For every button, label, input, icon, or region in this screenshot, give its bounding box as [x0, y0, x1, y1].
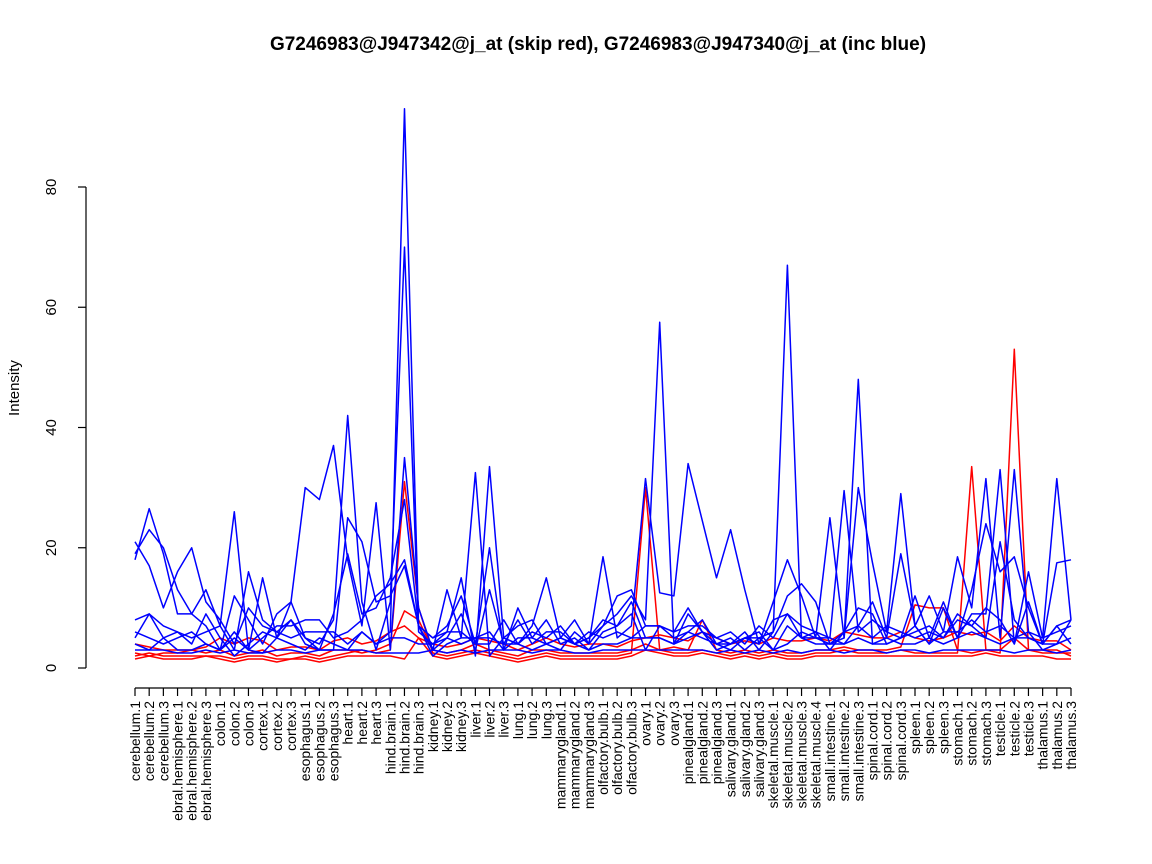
x-tick-label: ebral.hemisphere.3: [198, 701, 214, 821]
x-tick-label: ovary.1: [638, 701, 654, 746]
x-tick-label: hind.brain.1: [382, 701, 398, 774]
x-tick-label: cerebellum.1: [127, 701, 143, 781]
x-tick-label: esophagus.1: [297, 701, 313, 781]
x-tick-label: colon.2: [226, 701, 242, 746]
x-tick-label: lung.2: [524, 701, 540, 739]
x-tick-label: salivary.gland.1: [723, 701, 739, 797]
x-tick-label: small.intestine.3: [850, 701, 866, 802]
y-tick-label: 60: [43, 299, 60, 316]
x-tick-label: heart.2: [354, 701, 370, 745]
x-tick-label: testicle.3: [1020, 701, 1036, 756]
x-tick-label: pinealgland.3: [708, 701, 724, 785]
inc-blue-line-7: [134, 246, 1072, 657]
x-tick-label: testicle.1: [992, 701, 1008, 756]
series-lines: [134, 108, 1072, 663]
x-tick-label: pinealgland.1: [680, 701, 696, 785]
inc-blue-line-5: [134, 108, 1072, 657]
x-tick-label: heart.3: [368, 701, 384, 745]
x-tick-label: small.intestine.1: [822, 701, 838, 802]
x-tick-label: pinealgland.2: [694, 701, 710, 785]
inc-blue-line-9: [134, 498, 1072, 657]
x-tick-label: salivary.gland.3: [751, 701, 767, 797]
skip-red-line-3: [134, 637, 1071, 663]
x-tick-label: spleen.2: [921, 701, 937, 754]
x-tick-label: salivary.gland.2: [737, 701, 753, 797]
x-tick-label: cerebellum.3: [155, 701, 171, 781]
x-tick-label: spinal.cord.2: [879, 701, 895, 781]
x-tick-label: mammarygland.3: [581, 701, 597, 809]
x-tick-label: mammarygland.2: [567, 701, 583, 809]
x-tick-label: spleen.1: [907, 701, 923, 754]
x-tick-label: ovary.3: [666, 701, 682, 746]
x-tick-label: stomach.2: [964, 701, 980, 766]
x-tick-label: thalamus.3: [1063, 701, 1079, 770]
x-tick-label: ovary.2: [652, 701, 668, 746]
skip-red-line-1: [134, 348, 1071, 660]
chart-title: G7246983@J947342@j_at (skip red), G72469…: [270, 34, 926, 55]
x-tick-label: olfactory.bulb.2: [609, 701, 625, 795]
x-tick-label: cortex.3: [283, 701, 299, 751]
x-tick-label: mammarygland.1: [552, 701, 568, 809]
x-axis: cerebellum.1cerebellum.2cerebellum.3ebra…: [127, 687, 1079, 821]
x-tick-label: olfactory.bulb.3: [623, 701, 639, 795]
x-tick-label: colon.1: [212, 701, 228, 746]
x-tick-label: stomach.1: [950, 701, 966, 766]
y-axis: 0 20 40 60 80: [43, 179, 87, 672]
x-tick-label: kidney.3: [453, 701, 469, 752]
x-tick-label: testicle.2: [1006, 701, 1022, 756]
x-tick-label: ebral.hemisphere.1: [170, 701, 186, 821]
y-tick-label: 20: [43, 539, 60, 556]
x-tick-label: colon.3: [240, 701, 256, 746]
x-tick-label: spinal.cord.1: [864, 701, 880, 781]
x-tick-label: thalamus.2: [1049, 701, 1065, 770]
y-axis-label: Intensity: [6, 360, 23, 416]
x-tick-label: stomach.3: [978, 701, 994, 766]
x-tick-label: spinal.cord.3: [893, 701, 909, 781]
inc-blue-line-11: [134, 631, 1072, 654]
x-tick-label: cortex.1: [255, 701, 271, 751]
x-tick-label: liver.3: [496, 701, 512, 738]
y-tick-label: 80: [43, 179, 60, 196]
x-tick-label: ebral.hemisphere.2: [184, 701, 200, 821]
x-tick-label: skeletal.muscle.3: [794, 701, 810, 809]
x-tick-label: skeletal.muscle.1: [765, 701, 781, 809]
x-tick-label: skeletal.muscle.2: [779, 701, 795, 809]
inc-blue-line-12: [135, 649, 1072, 654]
x-tick-label: liver.2: [482, 701, 498, 738]
x-tick-label: hind.brain.2: [396, 701, 412, 774]
y-tick-label: 0: [43, 664, 60, 672]
x-tick-label: lung.1: [510, 701, 526, 739]
x-tick-label: skeletal.muscle.4: [808, 701, 824, 809]
x-tick-label: thalamus.1: [1035, 701, 1051, 770]
x-tick-label: cortex.2: [269, 701, 285, 751]
inc-blue-line-10: [134, 559, 1072, 651]
x-tick-label: heart.1: [340, 701, 356, 745]
x-tick-label: kidney.2: [439, 701, 455, 752]
x-tick-label: spleen.3: [935, 701, 951, 754]
x-tick-label: esophagus.2: [311, 701, 327, 781]
inc-blue-line-8: [134, 468, 1072, 651]
x-tick-label: cerebellum.2: [141, 701, 157, 781]
x-tick-label: hind.brain.3: [411, 701, 427, 774]
x-tick-label: small.intestine.2: [836, 701, 852, 802]
x-tick-label: olfactory.bulb.1: [595, 701, 611, 795]
skip-red-line-2: [134, 604, 1072, 657]
x-tick-label: esophagus.3: [326, 701, 342, 781]
x-tick-label: liver.1: [467, 701, 483, 738]
x-tick-label: lung.3: [538, 701, 554, 739]
y-tick-label: 40: [43, 419, 60, 436]
x-tick-label: kidney.1: [425, 701, 441, 752]
